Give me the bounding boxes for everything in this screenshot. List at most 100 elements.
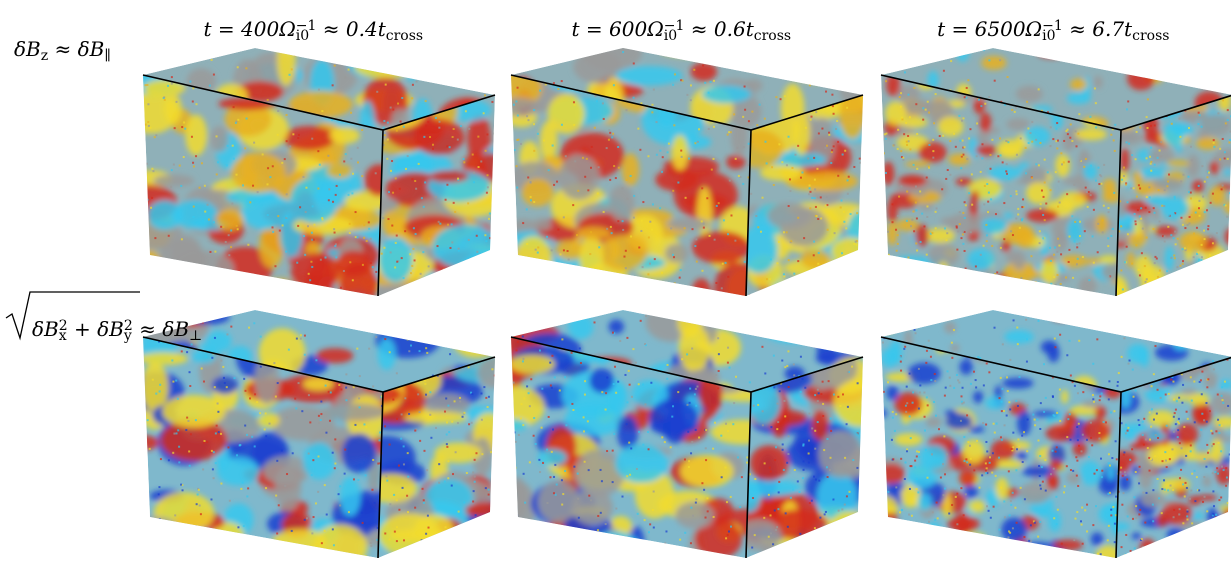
speckle (642, 444, 644, 446)
speckle (962, 233, 964, 235)
speckle (1191, 473, 1193, 475)
speckle (220, 226, 222, 228)
speckle (1012, 446, 1014, 448)
speckle (738, 175, 740, 177)
speckle (597, 515, 599, 517)
blob (980, 289, 1001, 301)
speckle (1218, 55, 1220, 57)
speckle (195, 155, 197, 157)
speckle (956, 523, 958, 525)
speckle (1103, 421, 1105, 423)
speckle (748, 143, 750, 145)
blob (1017, 450, 1026, 462)
speckle (188, 450, 190, 452)
speckle (1138, 419, 1140, 421)
blob (1081, 400, 1101, 408)
speckle (1098, 438, 1100, 440)
blob (1217, 529, 1231, 552)
speckle (600, 469, 602, 471)
speckle (1180, 180, 1182, 182)
speckle (312, 205, 314, 207)
speckle (1184, 495, 1186, 497)
speckle (1133, 187, 1135, 189)
speckle (577, 190, 579, 192)
speckle (950, 546, 952, 548)
speckle (315, 502, 317, 504)
speckle (332, 201, 334, 203)
speckle (1139, 215, 1141, 217)
speckle (462, 416, 464, 418)
speckle (788, 205, 790, 207)
speckle (941, 282, 943, 284)
speckle (1154, 345, 1156, 347)
speckle (418, 163, 420, 165)
speckle (1224, 381, 1226, 383)
speckle (832, 69, 834, 71)
speckle (1174, 412, 1176, 414)
speckle (445, 397, 447, 399)
column-title: t = 600Ωi0−1 ≈ 0.6tcross (572, 17, 792, 44)
speckle (715, 374, 717, 376)
speckle (388, 191, 390, 193)
speckle (271, 226, 273, 228)
speckle (672, 254, 674, 256)
speckle (1190, 444, 1192, 446)
blob (1201, 268, 1226, 280)
speckle (1131, 429, 1133, 431)
speckle (449, 331, 451, 333)
speckle (729, 180, 731, 182)
speckle (352, 173, 354, 175)
speckle (350, 158, 352, 160)
speckle (1082, 434, 1084, 436)
blob (702, 85, 751, 103)
speckle (938, 428, 940, 430)
speckle (1155, 434, 1157, 436)
speckle (1066, 310, 1068, 312)
speckle (568, 259, 570, 261)
speckle (928, 112, 930, 114)
speckle (1144, 265, 1146, 267)
speckle (817, 400, 819, 402)
speckle (537, 538, 539, 540)
speckle (1212, 472, 1214, 474)
blob (665, 244, 689, 263)
speckle (796, 557, 798, 559)
speckle (385, 84, 387, 86)
speckle (1039, 455, 1041, 457)
speckle (1054, 346, 1056, 348)
speckle (966, 461, 968, 463)
speckle (464, 530, 466, 532)
speckle (838, 510, 840, 512)
speckle (1161, 205, 1163, 207)
speckle (203, 381, 205, 383)
speckle (962, 140, 964, 142)
blob (1191, 62, 1204, 78)
speckle (996, 271, 998, 273)
speckle (490, 346, 492, 348)
speckle (907, 135, 909, 137)
speckle (1113, 410, 1115, 412)
blob (520, 538, 560, 571)
speckle (205, 58, 207, 60)
speckle (842, 393, 844, 395)
speckle (961, 402, 963, 404)
blob (1037, 46, 1066, 58)
speckle (1186, 487, 1188, 489)
speckle (1144, 257, 1146, 259)
speckle (752, 141, 754, 143)
blob (1148, 410, 1176, 427)
speckle (1160, 397, 1162, 399)
speckle (382, 322, 384, 324)
speckle (321, 542, 323, 544)
speckle (1211, 432, 1213, 434)
speckle (1076, 460, 1078, 462)
speckle (307, 313, 309, 315)
speckle (1131, 448, 1133, 450)
speckle (848, 491, 850, 493)
speckle (1220, 295, 1222, 297)
speckle (1088, 191, 1090, 193)
speckle (1191, 541, 1193, 543)
speckle (803, 460, 805, 462)
speckle (1187, 176, 1189, 178)
speckle (777, 421, 779, 423)
